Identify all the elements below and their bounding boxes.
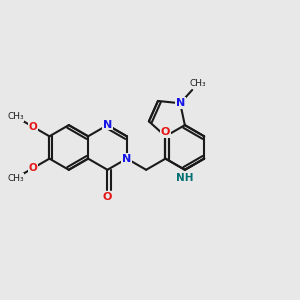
Text: NH: NH (176, 173, 194, 183)
Text: N: N (122, 154, 131, 164)
Text: O: O (103, 191, 112, 202)
Text: CH₃: CH₃ (190, 79, 206, 88)
Text: O: O (28, 122, 38, 132)
Text: CH₃: CH₃ (8, 173, 24, 182)
Text: N: N (103, 120, 112, 130)
Text: N: N (176, 98, 185, 108)
Text: O: O (161, 127, 170, 137)
Text: O: O (28, 163, 38, 173)
Text: CH₃: CH₃ (8, 112, 24, 122)
